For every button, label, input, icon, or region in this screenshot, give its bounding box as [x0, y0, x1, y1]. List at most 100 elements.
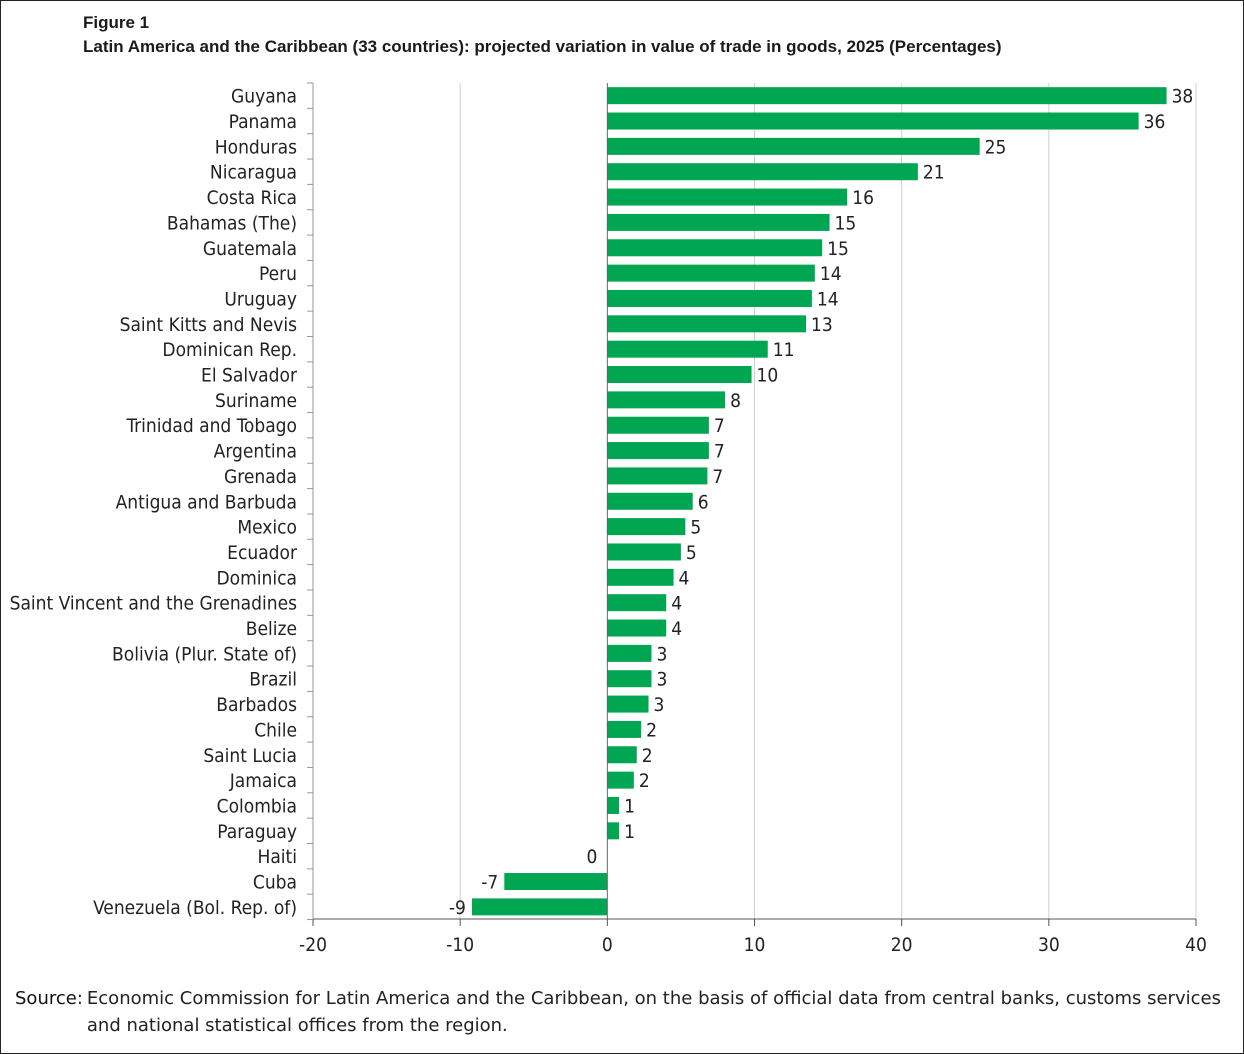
data-label: 25	[985, 136, 1007, 158]
data-label: 5	[690, 517, 701, 539]
data-label: 1	[624, 795, 635, 817]
category-label: Barbados	[216, 694, 297, 716]
source-key: Source:	[15, 985, 87, 1039]
bar-jamaica	[607, 771, 634, 789]
bar-el-salvador	[607, 366, 752, 384]
category-label: Uruguay	[224, 288, 297, 310]
source-note: Source: Economic Commission for Latin Am…	[15, 985, 1230, 1039]
data-label: 2	[642, 745, 653, 767]
data-label: 38	[1172, 86, 1194, 108]
axes	[307, 82, 1197, 926]
bar-saint-vincent-and-the-grenadines	[607, 594, 667, 612]
data-label: 14	[820, 263, 842, 285]
data-label: 2	[646, 719, 657, 741]
category-label: Venezuela (Bol. Rep. of)	[93, 897, 297, 919]
category-label: Colombia	[217, 795, 297, 817]
bar-guatemala	[607, 239, 823, 257]
bar-antigua-and-barbuda	[607, 492, 693, 510]
category-label: Guatemala	[203, 238, 297, 260]
source-text: Economic Commission for Latin America an…	[86, 988, 1221, 1036]
data-label: 11	[773, 339, 795, 361]
grid-lines	[312, 83, 1197, 919]
data-label: 10	[757, 365, 779, 387]
category-label: Chile	[254, 719, 297, 741]
category-label: Costa Rica	[207, 187, 297, 209]
category-label: Haiti	[257, 846, 297, 868]
data-label: 15	[827, 238, 849, 260]
bar-chile	[607, 720, 642, 738]
category-label: Suriname	[215, 390, 297, 412]
bar-suriname	[607, 391, 726, 409]
category-label: Bolivia (Plur. State of)	[112, 643, 297, 665]
bar-mexico	[607, 518, 686, 536]
bar-belize	[607, 619, 667, 637]
bar-trinidad-and-tobago	[607, 416, 709, 434]
data-label: 5	[686, 542, 697, 564]
bar-nicaragua	[607, 163, 918, 181]
category-label: Honduras	[215, 136, 297, 158]
bar-grenada	[607, 467, 708, 485]
data-label: -7	[481, 872, 498, 894]
category-label: Paraguay	[217, 821, 297, 843]
category-label: Ecuador	[227, 542, 298, 564]
data-label: 2	[639, 770, 650, 792]
bar-saint-kitts-and-nevis	[607, 315, 807, 333]
bar-venezuela-bol-rep-of	[471, 898, 608, 916]
bar-saint-lucia	[607, 746, 637, 764]
bar-argentina	[607, 442, 709, 460]
data-label: 21	[923, 162, 945, 184]
category-label: Argentina	[214, 441, 297, 463]
chart-title: Latin America and the Caribbean (33 coun…	[83, 37, 1002, 56]
x-tick-label: 20	[891, 934, 913, 956]
x-tick-label: -10	[446, 934, 474, 956]
category-label: Belize	[246, 618, 297, 640]
data-label: 16	[852, 187, 874, 209]
category-label: Grenada	[224, 466, 297, 488]
data-label: 36	[1144, 111, 1166, 133]
bar-cuba	[504, 873, 608, 891]
data-label: 4	[671, 618, 682, 640]
data-label: 1	[624, 821, 635, 843]
data-label: 4	[671, 593, 682, 615]
bar-barbados	[607, 695, 649, 713]
bar-honduras	[607, 137, 980, 155]
data-label: 0	[586, 846, 597, 868]
bar-paraguay	[607, 822, 620, 840]
data-label: 3	[654, 694, 665, 716]
bar-bolivia-plur-state-of	[607, 644, 652, 662]
bar-colombia	[607, 796, 620, 814]
data-label: 13	[811, 314, 833, 336]
bar-guyana	[607, 87, 1167, 105]
category-label: Trinidad and Tobago	[125, 415, 297, 437]
category-label: Saint Lucia	[203, 745, 297, 767]
data-label: 8	[730, 390, 741, 412]
data-label: 7	[714, 441, 725, 463]
category-label: Jamaica	[229, 770, 297, 792]
bar-ecuador	[607, 543, 681, 561]
data-label: 7	[712, 466, 723, 488]
category-label: Saint Kitts and Nevis	[120, 314, 297, 336]
category-label: Brazil	[249, 669, 297, 691]
category-label: Dominican Rep.	[162, 339, 297, 361]
data-label: 14	[817, 288, 839, 310]
category-label: Peru	[259, 263, 297, 285]
category-label: Saint Vincent and the Grenadines	[10, 593, 297, 615]
x-tick-label: 30	[1038, 934, 1060, 956]
data-label: 4	[679, 567, 690, 589]
category-label: Dominica	[217, 567, 297, 589]
category-label: Mexico	[237, 517, 297, 539]
bar-dominican-rep	[607, 340, 768, 358]
data-label: 3	[656, 669, 667, 691]
data-label: 6	[698, 491, 709, 513]
x-tick-label: 0	[602, 934, 613, 956]
x-tick-label: 40	[1185, 934, 1207, 956]
bar-peru	[607, 264, 815, 282]
category-label: Nicaragua	[210, 162, 297, 184]
bar-costa-rica	[607, 188, 848, 206]
source-label: Source	[15, 988, 77, 1009]
data-label: 7	[714, 415, 725, 437]
category-label: Guyana	[231, 86, 297, 108]
